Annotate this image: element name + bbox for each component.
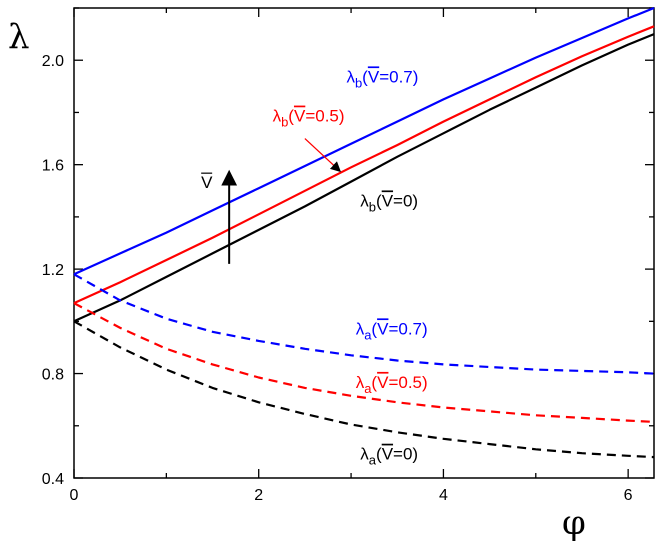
- annotation-symbol: λ: [356, 319, 365, 338]
- annotation-symbol: λ: [360, 445, 369, 464]
- annotation-value: =0.7): [379, 67, 418, 86]
- annotation-a0: λa(V=0): [360, 445, 418, 468]
- annotation-subscript: a: [364, 327, 372, 342]
- series-line-a0: [73, 320, 655, 459]
- y-axis-label: λ: [8, 17, 30, 57]
- annotation-subscript: b: [281, 115, 288, 130]
- annotation-vbar: V: [377, 319, 389, 338]
- annotation-b07: λb(V=0.7): [346, 67, 418, 90]
- annotation-value: =0.5): [305, 107, 344, 126]
- plot-frame: [73, 7, 655, 479]
- annotation-vbar: V: [368, 67, 380, 86]
- annotation-paren: (: [362, 67, 368, 86]
- annotation-vbar: V: [377, 373, 389, 392]
- annotation-a07: λa(V=0.7): [356, 319, 428, 342]
- annotation-symbol: λ: [360, 191, 369, 210]
- x-axis-label: φ: [562, 503, 586, 542]
- x-tick-label: 4: [439, 487, 448, 504]
- annotation-subscript: b: [355, 75, 362, 90]
- vbar-arrow-label: V: [201, 173, 213, 192]
- annotation-subscript: a: [369, 453, 377, 468]
- series-line-b07: [73, 6, 655, 276]
- annotation-paren: (: [376, 445, 382, 464]
- annotation-value: =0.5): [388, 373, 427, 392]
- y-tick-label: 0.4: [42, 471, 64, 488]
- annotation-paren: (: [371, 319, 377, 338]
- series-line-a07: [73, 273, 655, 375]
- series-line-b0: [73, 33, 655, 323]
- annotation-value: =0): [393, 191, 418, 210]
- annotation-symbol: λ: [346, 67, 355, 86]
- y-tick-label: 1.2: [42, 262, 64, 279]
- series-line-a05: [73, 302, 655, 423]
- annotation-vbar: V: [294, 107, 306, 126]
- annotation-subscript: b: [369, 199, 376, 214]
- annotation-symbol: λ: [356, 373, 365, 392]
- lambda-b-05-pointer: [304, 138, 342, 173]
- annotation-vbar: V: [382, 191, 394, 210]
- annotation-b05: λb(V=0.5): [273, 107, 345, 130]
- annotation-value: =0): [393, 445, 418, 464]
- y-tick-label: 0.8: [42, 367, 64, 384]
- annotation-value: =0.7): [388, 319, 427, 338]
- x-tick-label: 6: [624, 487, 633, 504]
- annotation-a05: λa(V=0.5): [356, 373, 428, 396]
- x-tick-label: 2: [254, 487, 263, 504]
- y-tick-label: 2.0: [42, 53, 64, 70]
- annotation-symbol: λ: [273, 107, 282, 126]
- annotation-paren: (: [288, 107, 294, 126]
- annotation-b0: λb(V=0): [360, 191, 418, 214]
- annotation-subscript: a: [364, 381, 372, 396]
- x-tick-label: 0: [70, 487, 79, 504]
- annotation-paren: (: [371, 373, 377, 392]
- series-line-b05: [73, 25, 655, 305]
- annotation-vbar: V: [382, 445, 394, 464]
- y-tick-label: 1.6: [42, 158, 64, 175]
- annotation-paren: (: [376, 191, 382, 210]
